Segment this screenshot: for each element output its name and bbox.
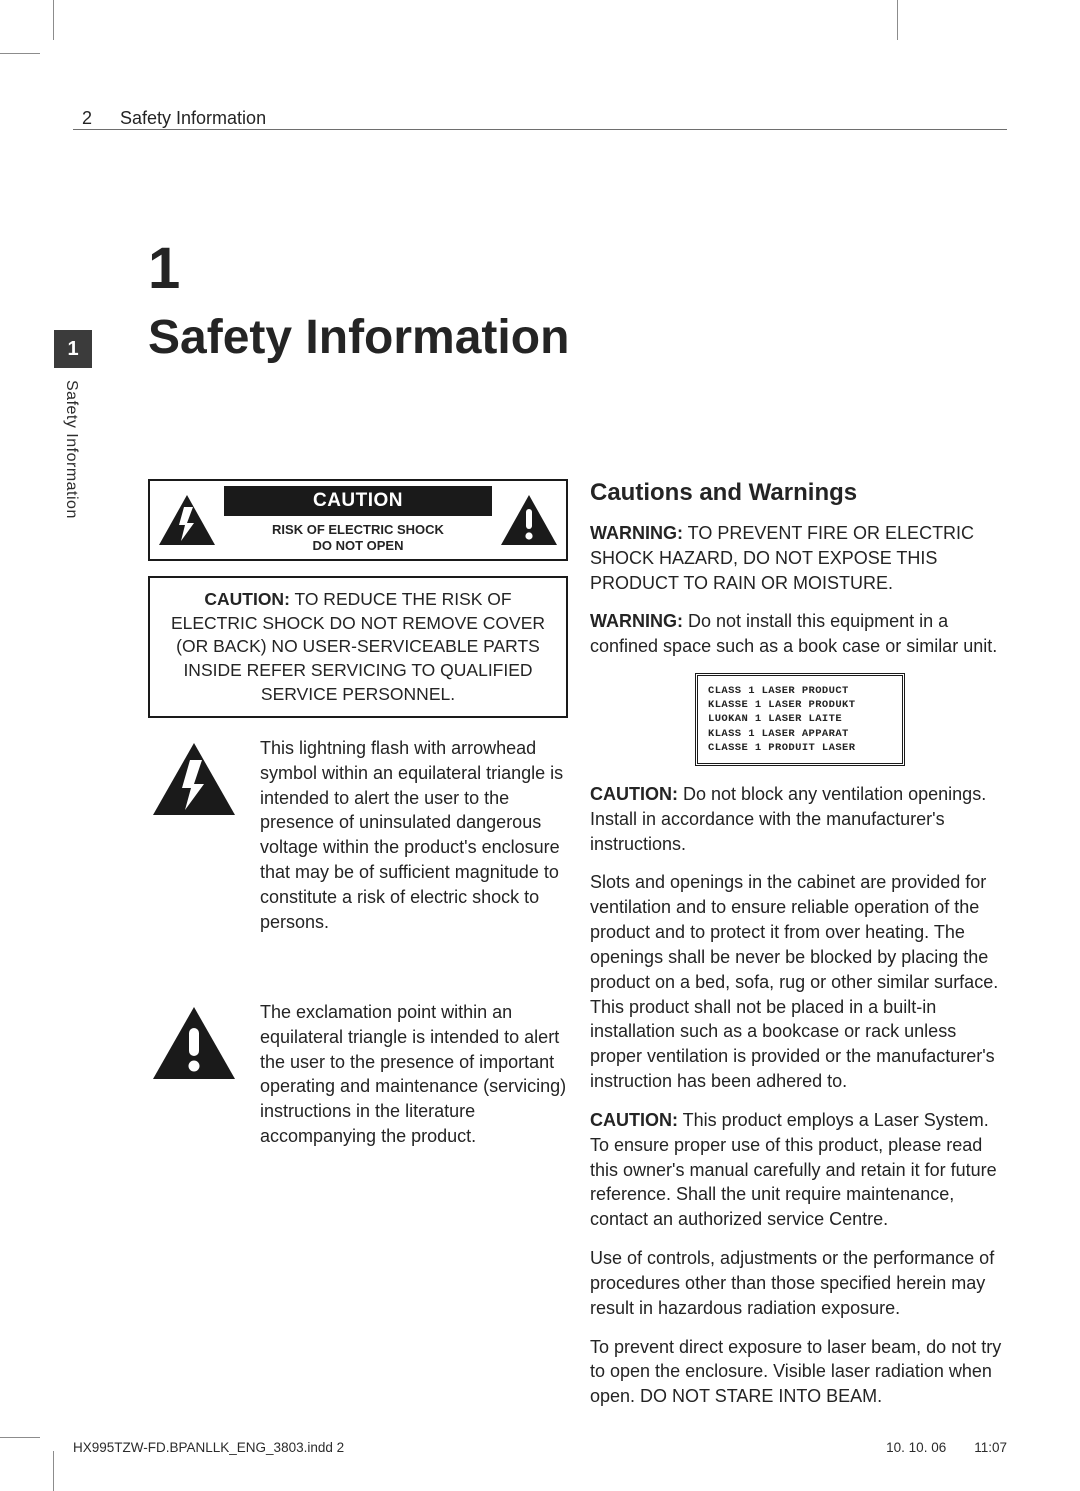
page-number: 2: [82, 108, 92, 129]
caution-5-lead: CAUTION:: [590, 1110, 678, 1130]
footer-filename: HX995TZW-FD.BPANLLK_ENG_3803.indd 2: [73, 1440, 344, 1455]
caution-3-lead: CAUTION:: [590, 784, 678, 804]
warning-1: WARNING: TO PREVENT FIRE OR ELECTRIC SHO…: [590, 521, 1010, 595]
section-heading: Cautions and Warnings: [590, 479, 1010, 507]
caution-5: CAUTION: This product employs a Laser Sy…: [590, 1108, 1010, 1232]
section-side-label: Safety Information: [62, 380, 80, 519]
page: 2 Safety Information 1 Safety Informatio…: [0, 0, 1080, 1491]
exclaim-triangle-large-icon: [148, 1000, 240, 1149]
exclaim-desc: The exclamation point within an equilate…: [260, 1000, 568, 1149]
right-column: Cautions and Warnings WARNING: TO PREVEN…: [590, 479, 1010, 1423]
caution-line1: RISK OF ELECTRIC SHOCK: [272, 522, 444, 538]
section-tab: 1: [54, 330, 92, 368]
crop-mark: [53, 0, 54, 40]
symbol-row-exclaim: The exclamation point within an equilate…: [148, 1000, 568, 1149]
crop-mark: [897, 0, 898, 40]
warning-2-lead: WARNING:: [590, 611, 683, 631]
crop-mark: [53, 1451, 54, 1491]
caution-header-box: CAUTION RISK OF ELECTRIC SHOCK DO NOT OP…: [148, 479, 568, 561]
exclaim-triangle-icon: [492, 481, 566, 559]
crop-mark: [0, 53, 40, 54]
footer: HX995TZW-FD.BPANLLK_ENG_3803.indd 2 10. …: [73, 1440, 1007, 1455]
caution-subtext: RISK OF ELECTRIC SHOCK DO NOT OPEN: [272, 516, 444, 555]
caution-lead: CAUTION:: [204, 589, 290, 609]
footer-date: 10. 10. 06: [886, 1440, 946, 1455]
para-4: Slots and openings in the cabinet are pr…: [590, 870, 1010, 1093]
warning-1-lead: WARNING:: [590, 523, 683, 543]
chapter-title: Safety Information: [148, 310, 569, 365]
footer-time: 11:07: [974, 1440, 1007, 1455]
symbol-row-lightning: This lightning flash with arrowhead symb…: [148, 736, 568, 935]
lightning-triangle-large-icon: [148, 736, 240, 935]
crop-mark: [0, 1437, 40, 1438]
caution-line2: DO NOT OPEN: [272, 538, 444, 554]
para-7: To prevent direct exposure to laser beam…: [590, 1335, 1010, 1409]
lightning-triangle-icon: [150, 481, 224, 559]
running-header: Safety Information: [120, 108, 266, 129]
caution-3: CAUTION: Do not block any ventilation op…: [590, 782, 1010, 856]
caution-title: CAUTION: [224, 486, 492, 516]
para-6: Use of controls, adjustments or the perf…: [590, 1246, 1010, 1320]
warning-2: WARNING: Do not install this equipment i…: [590, 609, 1010, 659]
lightning-desc: This lightning flash with arrowhead symb…: [260, 736, 568, 935]
laser-class-label: CLASS 1 LASER PRODUCT KLASSE 1 LASER PRO…: [695, 673, 905, 766]
caution-paragraph: CAUTION: TO REDUCE THE RISK OF ELECTRIC …: [148, 576, 568, 718]
chapter-number: 1: [148, 235, 180, 302]
header-rule: [73, 129, 1007, 130]
